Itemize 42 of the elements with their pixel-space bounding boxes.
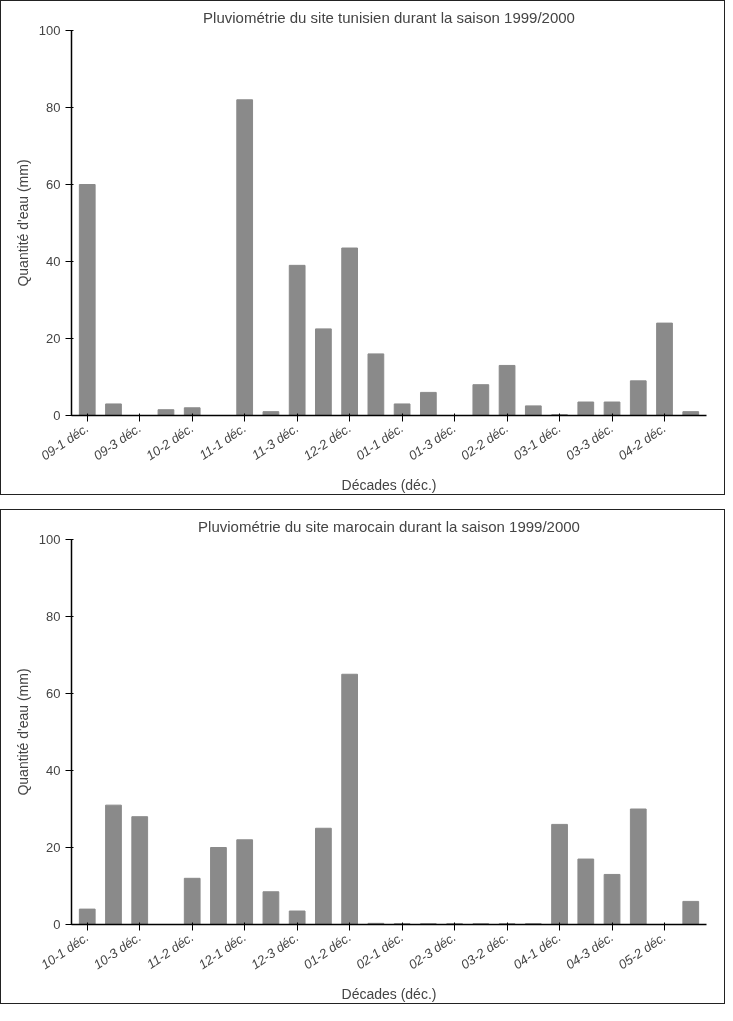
x-tick-label: 10-3 déc.	[90, 929, 144, 973]
x-tick-label: 11-2 déc.	[144, 929, 197, 972]
x-tick-label: 11-1 déc.	[196, 420, 249, 463]
y-tick-label: 60	[46, 686, 61, 701]
y-tick-label: 0	[53, 408, 61, 423]
x-tick-label: 05-2 déc.	[615, 929, 669, 973]
x-tick-label: 10-2 déc.	[143, 420, 197, 464]
x-tick-label: 03-1 déc.	[510, 420, 564, 464]
x-tick-label: 12-1 déc.	[195, 929, 249, 973]
y-tick-label: 40	[46, 254, 61, 269]
x-tick-label: 12-2 déc.	[300, 420, 354, 464]
y-axis-title: Quantité d'eau (mm)	[14, 668, 31, 796]
x-tick-label: 04-3 déc.	[563, 929, 617, 973]
x-tick-label: 03-3 déc.	[563, 420, 617, 464]
chart-title: Pluviométrie du site tunisien durant la saison 1999/2000	[203, 8, 575, 26]
y-tick-label: 100	[38, 532, 61, 547]
x-tick-label: 12-3 déc.	[248, 929, 302, 973]
y-tick-label: 60	[46, 177, 61, 192]
y-tick-label: 80	[46, 100, 61, 115]
x-tick-label: 04-1 déc.	[510, 929, 564, 973]
chart-title: Pluviométrie du site marocain durant la saison 1999/2000	[198, 517, 580, 535]
x-tick-label: 11-3 déc.	[248, 420, 302, 463]
y-axis-title: Quantité d'eau (mm)	[14, 159, 31, 287]
x-axis-title: Décades (déc.)	[341, 986, 437, 1003]
y-tick-label: 80	[46, 609, 61, 624]
x-tick-label: 09-1 déc.	[38, 420, 92, 464]
x-tick-label: 09-3 déc.	[90, 420, 144, 464]
x-tick-label: 02-3 déc.	[405, 929, 459, 973]
x-tick-label: 02-1 déc.	[353, 929, 407, 973]
y-tick-label: 20	[46, 331, 61, 346]
y-tick-label: 20	[46, 840, 61, 855]
y-tick-label: 100	[38, 23, 61, 38]
y-tick-label: 0	[53, 917, 61, 932]
x-tick-label: 01-1 déc.	[353, 420, 407, 464]
x-tick-label: 02-2 déc.	[458, 420, 512, 464]
x-tick-label: 03-2 déc.	[458, 929, 512, 973]
x-axis-title: Décades (déc.)	[341, 477, 437, 494]
x-tick-label: 04-2 déc.	[615, 420, 669, 464]
x-tick-label: 01-2 déc.	[300, 929, 354, 973]
x-tick-label: 10-1 déc.	[38, 929, 92, 973]
y-tick-label: 40	[46, 763, 61, 778]
x-tick-label: 01-3 déc.	[405, 420, 459, 464]
